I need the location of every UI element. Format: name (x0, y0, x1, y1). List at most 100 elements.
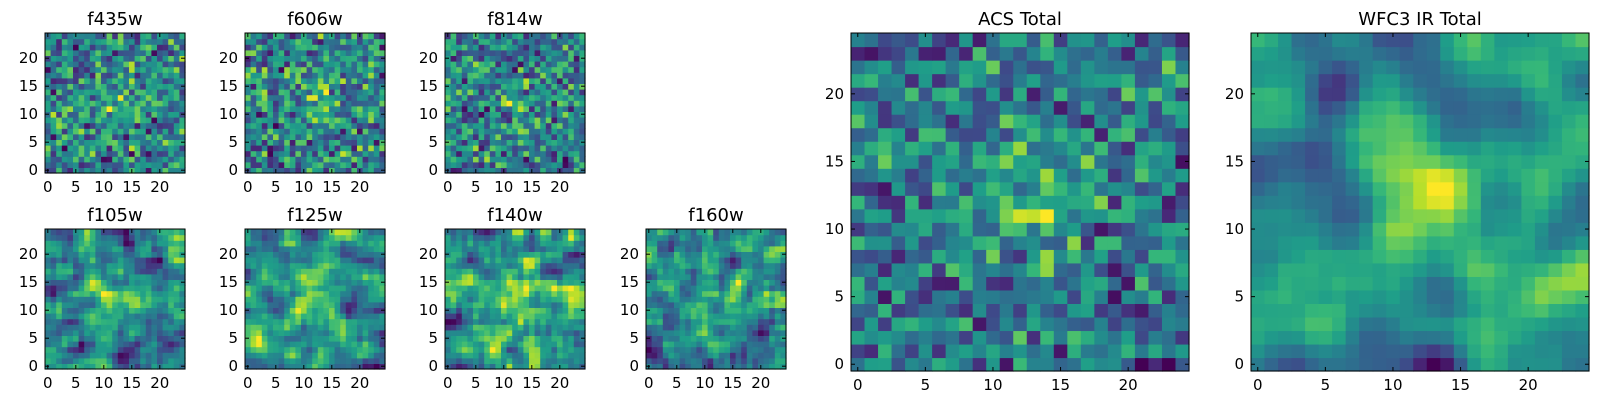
heatmap-cell (357, 341, 364, 348)
heatmap-cell (273, 268, 280, 275)
heatmap-cell (173, 268, 180, 275)
heatmap-cell (351, 240, 358, 247)
heatmap-cell (284, 313, 291, 320)
heatmap-cell (540, 94, 547, 101)
heatmap-cell (267, 117, 274, 124)
heatmap-cell (173, 133, 180, 140)
heatmap-cell (261, 318, 268, 325)
heatmap-cell (162, 363, 169, 370)
heatmap-cell (140, 44, 147, 51)
heatmap-cell (317, 324, 324, 331)
heatmap-cell (368, 357, 375, 364)
heatmap-cell (529, 279, 536, 286)
heatmap-cell (685, 262, 692, 269)
heatmap-cell (562, 240, 569, 247)
heatmap-cell (45, 150, 52, 157)
heatmap-cell (445, 100, 452, 107)
heatmap-cell (329, 100, 336, 107)
heatmap-cell (489, 335, 496, 342)
heatmap-cell (334, 296, 341, 303)
heatmap-cell (999, 262, 1014, 277)
heatmap-cell (140, 324, 147, 331)
heatmap-cell (662, 234, 669, 241)
heatmap-cell (445, 257, 452, 264)
heatmap-cell (362, 117, 369, 124)
y-tick-label: 0 (28, 357, 38, 375)
heatmap-cell (267, 229, 274, 236)
heatmap-cell (289, 150, 296, 157)
heatmap-cell (473, 128, 480, 135)
heatmap-cell (284, 139, 291, 146)
heatmap-cell (140, 33, 147, 40)
heatmap-cell (129, 94, 136, 101)
heatmap-cell (368, 156, 375, 163)
heatmap-cell (668, 262, 675, 269)
heatmap-cell (173, 167, 180, 174)
heatmap-cell (774, 234, 781, 241)
heatmap-cell (140, 262, 147, 269)
heatmap-cell (523, 273, 530, 280)
heatmap-cell (562, 329, 569, 336)
heatmap-cell (301, 139, 308, 146)
heatmap-cell (329, 262, 336, 269)
heatmap-cell (295, 44, 302, 51)
heatmap-cell (1121, 330, 1136, 345)
heatmap-cell (972, 343, 987, 359)
heatmap-cell (357, 105, 364, 112)
heatmap-cell (557, 83, 564, 90)
heatmap-cell (473, 150, 480, 157)
heatmap-cell (1121, 195, 1136, 210)
heatmap-cell (362, 229, 369, 236)
heatmap-cell (551, 66, 558, 73)
heatmap-cell (489, 357, 496, 364)
heatmap-cell (878, 316, 893, 332)
heatmap-cell (579, 324, 586, 331)
heatmap-cell (517, 161, 524, 168)
heatmap-cell (278, 273, 285, 280)
heatmap-cell (573, 329, 580, 336)
heatmap-cell (134, 128, 141, 135)
heatmap-cell (289, 156, 296, 163)
heatmap-cell (945, 316, 960, 332)
heatmap-cell (151, 251, 158, 258)
heatmap-cell (506, 150, 513, 157)
heatmap-cell (512, 66, 519, 73)
heatmap-cell (1026, 262, 1041, 277)
heatmap-cell (540, 234, 547, 241)
heatmap-cell (112, 329, 119, 336)
heatmap-cell (67, 111, 74, 118)
heatmap-cell (690, 357, 697, 364)
heatmap-cell (707, 262, 714, 269)
heatmap-cell (986, 235, 1001, 250)
heatmap-cell (351, 55, 358, 62)
heatmap-cell (972, 357, 987, 372)
heatmap-cell (1148, 357, 1163, 372)
heatmap-cell (562, 290, 569, 297)
heatmap-cell (45, 122, 52, 129)
heatmap-cell (295, 33, 302, 40)
heatmap-cell (140, 117, 147, 124)
heatmap-cell (56, 77, 63, 84)
heatmap-cell (84, 363, 91, 370)
heatmap-cell (506, 38, 513, 45)
heatmap-cell (579, 150, 586, 157)
heatmap-cell (256, 150, 263, 157)
heatmap-cell (551, 33, 558, 40)
heatmap-cell (362, 324, 369, 331)
heatmap-cell (529, 128, 536, 135)
heatmap-cell (168, 122, 175, 129)
heatmap-cell (289, 105, 296, 112)
heatmap-cell (73, 72, 80, 79)
heatmap-cell (959, 330, 974, 345)
heatmap-cell (674, 318, 681, 325)
heatmap-cell (529, 77, 536, 84)
heatmap-cell (61, 145, 68, 152)
heatmap-cell (461, 167, 468, 174)
heatmap-cell (140, 273, 147, 280)
heatmap-cell (379, 133, 386, 140)
heatmap-cell (774, 257, 781, 264)
heatmap-cell (267, 100, 274, 107)
heatmap-cell (758, 262, 765, 269)
heatmap-cell (679, 329, 686, 336)
heatmap-cell (473, 139, 480, 146)
